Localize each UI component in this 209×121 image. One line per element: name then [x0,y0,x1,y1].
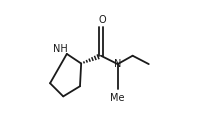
Text: N: N [114,59,121,69]
Text: O: O [98,15,106,25]
Text: Me: Me [110,93,125,103]
Text: NH: NH [54,44,68,54]
